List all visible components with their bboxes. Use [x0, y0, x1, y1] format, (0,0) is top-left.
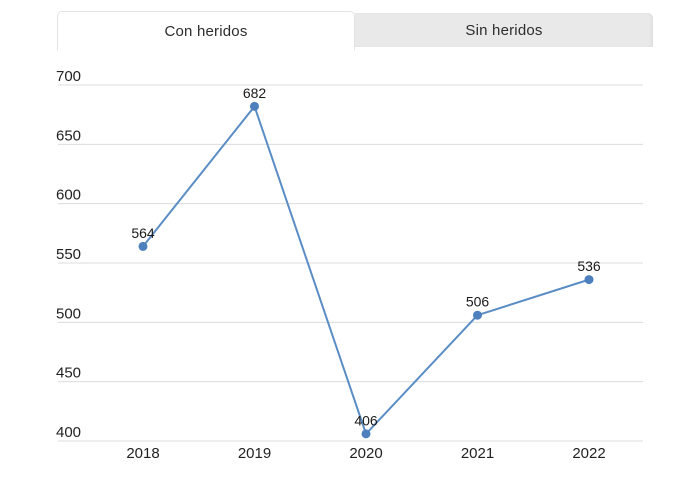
- data-point[interactable]: [584, 275, 594, 285]
- y-tick-label: 600: [56, 187, 81, 204]
- y-tick-label: 550: [56, 246, 81, 263]
- x-tick-label: 2018: [126, 445, 159, 462]
- series-line: [142, 105, 590, 435]
- tab-con-heridos-label: Con heridos: [164, 22, 248, 40]
- data-point[interactable]: [138, 241, 148, 251]
- y-tick-label: 650: [56, 127, 81, 144]
- y-tick-label: 500: [56, 305, 81, 322]
- data-point[interactable]: [250, 101, 259, 111]
- y-tick-label: 700: [56, 68, 81, 85]
- y-tick-label: 400: [56, 424, 81, 441]
- x-tick-label: 2019: [238, 445, 271, 462]
- x-tick-label: 2020: [349, 445, 382, 462]
- data-point-label: 536: [577, 258, 601, 274]
- data-point-label: 564: [131, 225, 155, 241]
- tab-sin-heridos-label: Sin heridos: [465, 21, 543, 39]
- data-point-label: 406: [354, 412, 378, 428]
- data-point[interactable]: [473, 310, 482, 320]
- x-tick-label: 2022: [572, 445, 605, 462]
- data-point[interactable]: [361, 429, 371, 439]
- x-tick-label: 2021: [461, 445, 494, 462]
- data-point-label: 506: [466, 294, 490, 310]
- y-tick-label: 450: [56, 365, 81, 382]
- data-point-label: 682: [243, 85, 267, 101]
- tab-sin-heridos[interactable]: Sin heridos: [355, 13, 653, 47]
- tab-con-heridos[interactable]: Con heridos: [57, 11, 355, 50]
- tab-bar: Con heridos Sin heridos: [57, 11, 653, 50]
